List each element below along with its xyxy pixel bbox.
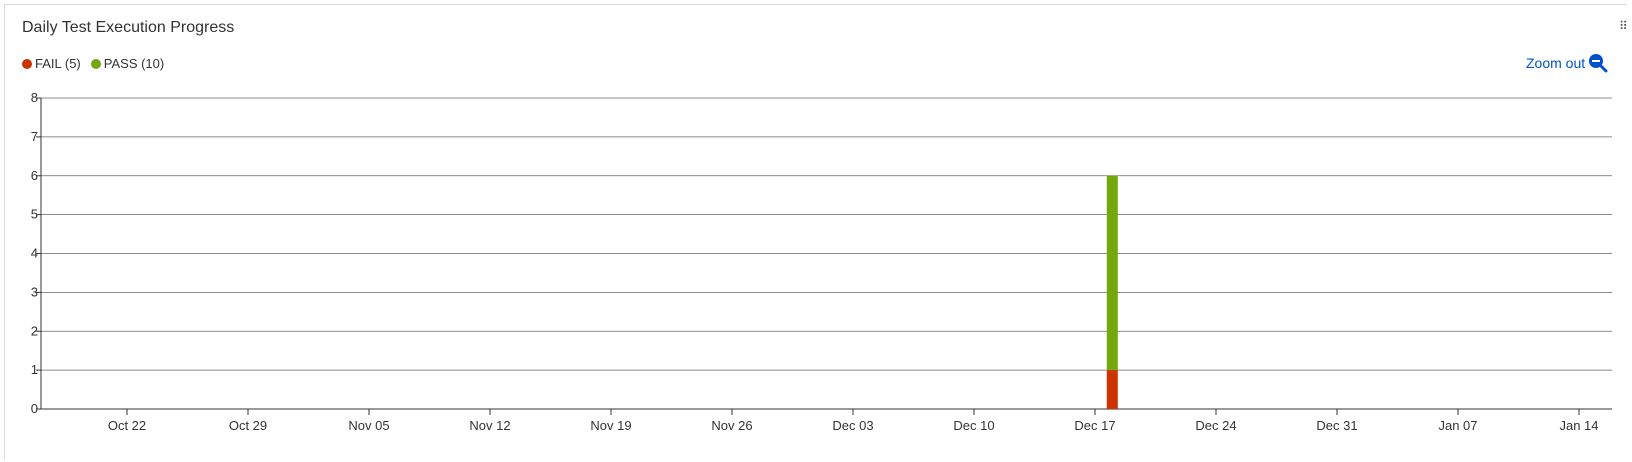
legend-item-pass[interactable]: PASS (10) [90, 56, 165, 71]
zoom-out-label: Zoom out [1526, 55, 1586, 71]
y-tick-label-6: 6 [31, 168, 38, 183]
y-tick-label-0: 0 [31, 401, 38, 416]
y-tick-label-1: 1 [31, 362, 38, 377]
x-tick-label-dec-17: Dec 17 [1074, 418, 1115, 433]
y-tick-label-4: 4 [31, 246, 38, 261]
legend-label-pass: PASS (10) [103, 56, 165, 71]
chart-legend: FAIL (5) PASS (10) [22, 56, 174, 71]
x-tick-label-nov-12: Nov 12 [469, 418, 510, 433]
y-tick-label-5: 5 [31, 207, 38, 222]
x-tick-label-nov-19: Nov 19 [590, 418, 631, 433]
x-tick-label-oct-22: Oct 22 [108, 418, 146, 433]
x-tick-label-dec-31: Dec 31 [1316, 418, 1357, 433]
x-tick-label-dec-24: Dec 24 [1195, 418, 1236, 433]
x-tick-label-oct-29: Oct 29 [229, 418, 267, 433]
y-tick-label-3: 3 [31, 284, 38, 299]
drag-handle-icon[interactable]: ⠿ [1619, 19, 1628, 33]
x-tick-label-jan-07: Jan 07 [1438, 418, 1477, 433]
y-tick-label-8: 8 [31, 90, 38, 105]
legend-item-fail[interactable]: FAIL (5) [22, 56, 81, 71]
legend-label-fail: FAIL (5) [35, 56, 81, 71]
x-tick-label-dec-03: Dec 03 [832, 418, 873, 433]
zoom-out-button[interactable]: Zoom out [1526, 53, 1608, 73]
bar-pass-dec-18 [1106, 175, 1118, 371]
widget-title: Daily Test Execution Progress [22, 19, 235, 36]
chart-panel [4, 4, 1627, 460]
pass-dot-icon [90, 58, 101, 69]
fail-dot-icon [22, 58, 32, 69]
x-tick-label-dec-10: Dec 10 [953, 418, 994, 433]
zoom-out-magnifier-icon [1589, 54, 1608, 73]
x-tick-label-jan-14: Jan 14 [1559, 418, 1598, 433]
x-tick-label-nov-05: Nov 05 [348, 418, 389, 433]
y-tick-label-7: 7 [31, 129, 38, 144]
y-tick-label-2: 2 [31, 323, 38, 338]
x-tick-label-nov-26: Nov 26 [711, 418, 752, 433]
bar-fail-dec-18 [1106, 370, 1118, 409]
